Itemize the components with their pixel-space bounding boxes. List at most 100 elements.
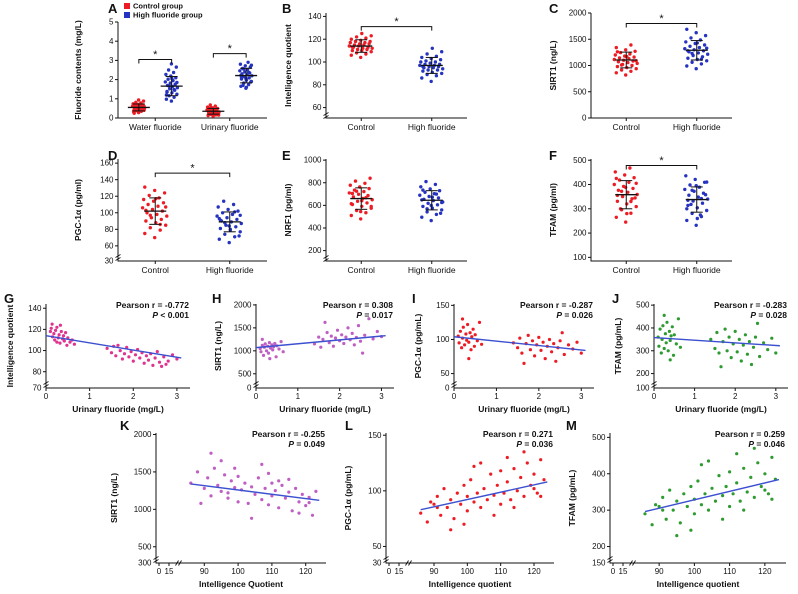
data-point (440, 208, 444, 212)
y-tick-label: 500 (573, 87, 587, 96)
data-point (57, 333, 61, 337)
data-point (226, 496, 230, 500)
data-point (665, 320, 669, 324)
data-point (429, 218, 433, 223)
x-axis-label: Intelligence Quotient (199, 579, 283, 589)
data-point (699, 463, 703, 467)
panel-letter: C (549, 1, 559, 16)
x-category-label: Control (142, 265, 170, 275)
panel-G: G 80 100 120 140 70 Intelligence quotient 0 1 2 3 U… (2, 290, 198, 416)
data-point (163, 80, 167, 84)
y-tick-label: 50 (441, 369, 450, 378)
data-point (58, 323, 63, 327)
data-point (267, 341, 271, 345)
x-tick-label: 0 (611, 567, 616, 576)
data-point (329, 334, 333, 338)
p-value-label: P = 0.036 (516, 439, 553, 449)
y-tick-label: 200 (573, 229, 587, 238)
data-point (539, 458, 543, 462)
panel-letter: D (108, 148, 117, 163)
data-point (166, 359, 170, 363)
data-point (349, 53, 353, 57)
data-point (763, 488, 767, 492)
data-point (350, 331, 354, 335)
data-point (560, 331, 564, 335)
y-tick-label: 5 (109, 18, 114, 27)
data-point (419, 60, 423, 64)
data-point (625, 211, 629, 216)
data-point (723, 327, 727, 331)
data-point (688, 183, 692, 187)
data-point (161, 201, 166, 205)
axis-break-icon (153, 556, 159, 560)
data-point (260, 343, 264, 347)
data-point (749, 475, 753, 479)
data-point (668, 338, 672, 343)
data-point (616, 188, 621, 192)
data-point (143, 231, 147, 236)
data-point (131, 359, 135, 363)
data-point (222, 199, 226, 203)
data-point (657, 504, 661, 509)
data-point (739, 359, 743, 363)
data-point (158, 228, 162, 232)
x-tick-label: 2 (131, 392, 136, 401)
data-point (616, 60, 621, 64)
data-point (348, 183, 352, 187)
data-point (223, 473, 227, 477)
panel-B-chart: B 60 80 100 120 140 Intelligence quotient Contr… (282, 1, 467, 132)
data-point (619, 63, 624, 67)
panel-M-chart: M 200 300 400 500 150 TFAM (pg/mL) 0 15 90 100 110 1… (566, 418, 786, 589)
data-point (624, 220, 628, 224)
data-point (634, 204, 638, 209)
data-point (612, 57, 616, 62)
data-point (774, 351, 778, 355)
panel-letter: I (412, 291, 416, 306)
data-point (368, 39, 372, 44)
data-point (433, 60, 438, 64)
data-point (699, 62, 704, 66)
data-point (116, 343, 120, 347)
data-point (321, 337, 325, 341)
data-point (532, 472, 536, 476)
data-point (159, 217, 163, 222)
data-point (747, 340, 751, 344)
data-point (742, 508, 746, 512)
y-tick-label: 300 (592, 506, 606, 515)
data-point (168, 87, 172, 91)
data-point (217, 237, 221, 241)
data-point (174, 65, 178, 69)
data-point (668, 488, 672, 492)
data-point (314, 489, 318, 493)
data-point (684, 40, 688, 44)
data-point (156, 204, 160, 208)
axis-break-icon (115, 257, 121, 261)
data-point (233, 486, 237, 490)
data-point (277, 347, 281, 351)
data-point (745, 490, 749, 494)
panel-E: E 200 400 600 800 1000 NRF1 (pg/ml) Control High… (280, 147, 475, 287)
data-point (445, 505, 449, 510)
p-value-label: P = 0.026 (556, 310, 593, 320)
data-point (325, 330, 329, 335)
y-tick-label: 140 (28, 304, 42, 313)
data-point (277, 506, 281, 510)
data-point (230, 212, 235, 217)
data-point (689, 484, 693, 489)
data-point (279, 340, 283, 344)
data-point (355, 47, 360, 52)
data-point (717, 351, 721, 355)
data-point (743, 333, 747, 337)
x-tick-label: 1 (296, 392, 301, 401)
data-point (614, 176, 618, 181)
y-tick-label: 1500 (134, 468, 152, 477)
legend-swatch (124, 12, 130, 18)
data-point (420, 215, 424, 219)
x-category-label: High fluoride (673, 265, 721, 275)
data-point (263, 342, 267, 346)
data-point (359, 217, 363, 221)
data-point (54, 328, 58, 332)
data-point (151, 199, 156, 203)
data-point (435, 494, 439, 498)
data-point (625, 54, 629, 59)
